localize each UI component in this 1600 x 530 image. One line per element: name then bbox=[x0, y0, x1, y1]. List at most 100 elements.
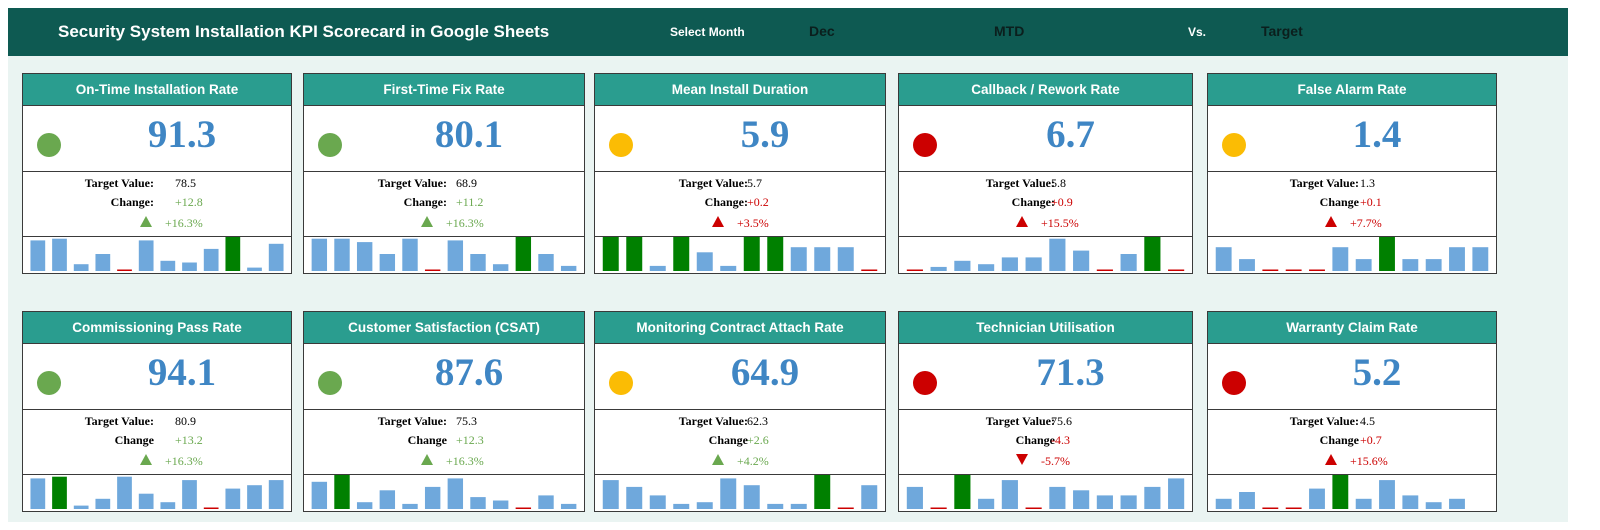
change-value: +2.6 bbox=[747, 433, 769, 447]
kpi-main-section: 5.9 bbox=[595, 106, 885, 172]
kpi-card-title: Commissioning Pass Rate bbox=[23, 312, 291, 344]
sparkline-bar bbox=[1215, 498, 1232, 509]
sparkline-bar bbox=[1332, 475, 1349, 509]
kpi-details: Target Value: 78.5 Change: +12.8 +16.3% bbox=[23, 172, 291, 237]
sparkline-bar bbox=[1402, 495, 1419, 509]
change-label: Change bbox=[708, 433, 748, 447]
kpi-card: Commissioning Pass Rate 94.1 Target Valu… bbox=[22, 311, 292, 512]
sparkline-bar bbox=[1262, 269, 1279, 271]
kpi-card: Warranty Claim Rate 5.2 Target Value: 4.… bbox=[1207, 311, 1497, 512]
status-indicator-icon bbox=[1222, 133, 1246, 157]
sparkline-bar bbox=[247, 485, 262, 509]
sparkline-bar bbox=[268, 243, 284, 271]
change-label: Change bbox=[1319, 195, 1359, 209]
sparkline-bar bbox=[1144, 486, 1161, 509]
sparkline-bar bbox=[814, 475, 831, 509]
sparkline-bar bbox=[930, 507, 947, 509]
kpi-value: 64.9 bbox=[730, 351, 800, 394]
sparkline-bar bbox=[1096, 269, 1113, 271]
sparkline-bar bbox=[470, 497, 486, 509]
sparkline-bar bbox=[52, 476, 67, 509]
change-percent: +16.3% bbox=[446, 454, 484, 468]
sparkline-bar bbox=[334, 475, 350, 509]
arrow-down-icon bbox=[1016, 454, 1028, 465]
month-selector[interactable]: Dec bbox=[809, 23, 835, 39]
sparkline-bar bbox=[930, 266, 947, 271]
trend-sparkline bbox=[30, 237, 284, 271]
sparkline-bar bbox=[954, 475, 971, 509]
kpi-card-title: Monitoring Contract Attach Rate bbox=[595, 312, 885, 344]
sparkline-bar bbox=[1073, 250, 1090, 271]
target-label: Target Value: bbox=[377, 414, 447, 428]
sparkline-bar bbox=[182, 480, 197, 509]
sparkline-bar bbox=[311, 238, 328, 271]
sparkline-bar bbox=[560, 265, 577, 271]
sparkline-bar bbox=[1120, 254, 1137, 271]
sparkline-bar bbox=[1309, 488, 1325, 509]
sparkline-bar bbox=[560, 503, 577, 509]
kpi-value: 1.4 bbox=[1352, 113, 1402, 156]
trend-sparkline bbox=[602, 475, 878, 509]
sparkline-bar bbox=[814, 247, 831, 271]
sparkline-bar bbox=[356, 242, 373, 271]
trend-sparkline bbox=[30, 476, 284, 509]
change-label: Change: bbox=[1011, 195, 1055, 209]
kpi-card: Callback / Rework Rate 6.7 Target Value:… bbox=[898, 73, 1193, 274]
sparkline-bar bbox=[1309, 269, 1325, 271]
sparkline-bar bbox=[1168, 269, 1185, 271]
change-value: +11.2 bbox=[456, 195, 484, 209]
kpi-details: Target Value: 75.3 Change +12.3 +16.3% bbox=[304, 410, 584, 475]
sparkline-bar bbox=[402, 238, 418, 271]
sparkline-bar bbox=[447, 478, 464, 509]
sparkline-bar bbox=[978, 264, 995, 271]
status-indicator-icon bbox=[913, 133, 937, 157]
sparkline-bar bbox=[743, 485, 760, 509]
kpi-details: Target Value: 75.6 Change -4.3 -5.7% bbox=[899, 410, 1192, 475]
change-value: +13.2 bbox=[175, 433, 203, 447]
sparkline-bar bbox=[1472, 247, 1489, 271]
sparkline-bar bbox=[311, 481, 328, 509]
sparkline-bar bbox=[1285, 507, 1302, 509]
sparkline-bar bbox=[379, 490, 396, 509]
target-value: 78.5 bbox=[175, 176, 196, 190]
change-value: +0.2 bbox=[747, 195, 769, 209]
change-label: Change bbox=[1015, 433, 1055, 447]
change-label: Change: bbox=[110, 195, 154, 209]
kpi-details: Target Value: 5.7 Change: +0.2 +3.5% bbox=[595, 172, 885, 237]
kpi-card: On-Time Installation Rate 91.3 Target Va… bbox=[22, 73, 292, 274]
sparkline-bar bbox=[602, 237, 619, 271]
kpi-details: Target Value: 5.8 Change: +0.9 +15.5% bbox=[899, 172, 1192, 237]
change-label: Change: bbox=[704, 195, 748, 209]
kpi-details: Target Value: 62.3 Change +2.6 +4.2% bbox=[595, 410, 885, 475]
comparison-selector[interactable]: Target bbox=[1261, 23, 1303, 39]
sparkline-bar bbox=[356, 502, 373, 509]
sparkline-bar bbox=[720, 265, 737, 271]
target-label: Target Value: bbox=[678, 414, 748, 428]
sparkline-bar bbox=[203, 507, 219, 509]
sparkline-bar bbox=[1239, 259, 1255, 271]
sparkline-bar bbox=[1001, 257, 1018, 271]
sparkline-bar bbox=[720, 478, 737, 509]
change-value: +12.3 bbox=[456, 433, 484, 447]
kpi-main-section: 6.7 bbox=[899, 106, 1192, 172]
change-percent: +16.3% bbox=[446, 216, 484, 230]
sparkline-bar bbox=[861, 269, 878, 271]
sparkline-bar bbox=[1425, 502, 1442, 509]
kpi-details: Target Value: 68.9 Change: +11.2 +16.3% bbox=[304, 172, 584, 237]
sparkline-bar bbox=[492, 264, 509, 271]
sparkline-bar bbox=[379, 254, 396, 271]
kpi-card-title: On-Time Installation Rate bbox=[23, 74, 291, 106]
status-indicator-icon bbox=[318, 371, 342, 395]
kpi-card: Customer Satisfaction (CSAT) 87.6 Target… bbox=[303, 311, 585, 512]
kpi-value: 87.6 bbox=[434, 351, 504, 394]
sparkline-bar bbox=[696, 252, 713, 271]
sparkline-bar bbox=[1239, 492, 1255, 509]
target-value: 68.9 bbox=[456, 176, 477, 190]
target-label: Target Value: bbox=[84, 414, 154, 428]
period-selector[interactable]: MTD bbox=[994, 23, 1025, 39]
sparkline-bar bbox=[1332, 247, 1349, 271]
target-label: Target Value: bbox=[678, 176, 748, 190]
sparkline-bar bbox=[117, 269, 132, 271]
sparkline-bar bbox=[1120, 495, 1137, 509]
kpi-main-section: 5.2 bbox=[1208, 344, 1496, 410]
